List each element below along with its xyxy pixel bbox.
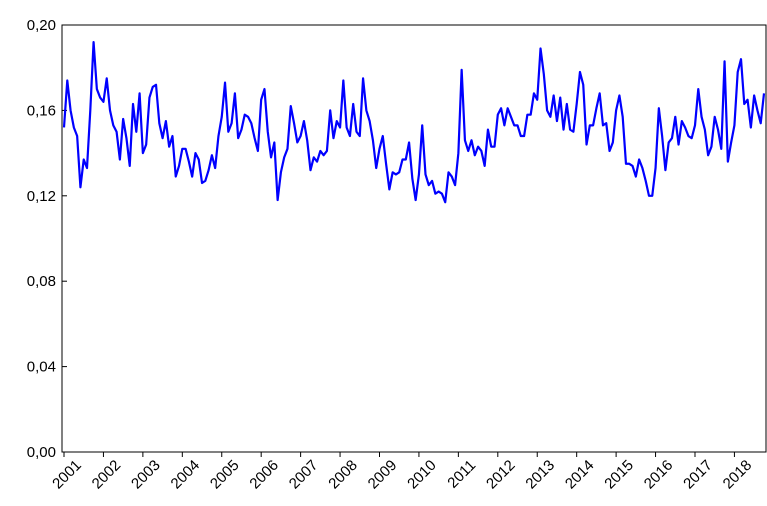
x-tick-label: 2014	[562, 457, 598, 493]
x-tick-label: 2007	[286, 457, 322, 493]
data-line	[62, 40, 766, 204]
y-tick-label: 0,04	[27, 359, 56, 376]
x-tick-label: 2017	[680, 457, 716, 493]
x-tick-label: 2011	[444, 457, 479, 492]
y-tick-label: 0,16	[27, 102, 56, 119]
x-tick-label: 2013	[522, 457, 558, 493]
x-tick-label: 2010	[404, 457, 440, 493]
y-tick-label: 0,20	[27, 17, 56, 34]
x-tick-label: 2008	[325, 457, 361, 493]
y-tick-label: 0,00	[27, 444, 56, 461]
x-tick-label: 2009	[365, 457, 401, 493]
x-tick-label: 2015	[601, 457, 637, 493]
x-tick-label: 2012	[483, 457, 519, 493]
x-tick-label: 2001	[49, 457, 85, 493]
x-tick-label: 2003	[128, 457, 164, 493]
y-tick-label: 0,12	[27, 188, 56, 205]
x-tick-label: 2002	[89, 457, 125, 493]
y-tick-label: 0,08	[27, 273, 56, 290]
x-tick-label: 2004	[168, 457, 204, 493]
x-tick-label: 2018	[720, 457, 756, 493]
x-tick-label: 2005	[207, 457, 243, 493]
plot-frame	[61, 24, 767, 453]
x-tick-label: 2016	[641, 457, 677, 493]
x-tick-label: 2006	[246, 457, 282, 493]
